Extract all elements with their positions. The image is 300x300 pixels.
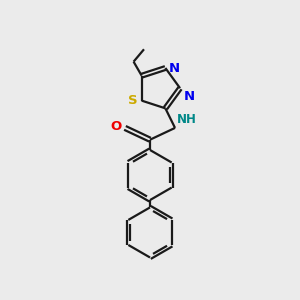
Text: S: S — [128, 94, 137, 107]
Text: N: N — [169, 61, 180, 74]
Text: N: N — [184, 90, 195, 103]
Text: NH: NH — [176, 113, 196, 126]
Text: O: O — [110, 120, 121, 133]
